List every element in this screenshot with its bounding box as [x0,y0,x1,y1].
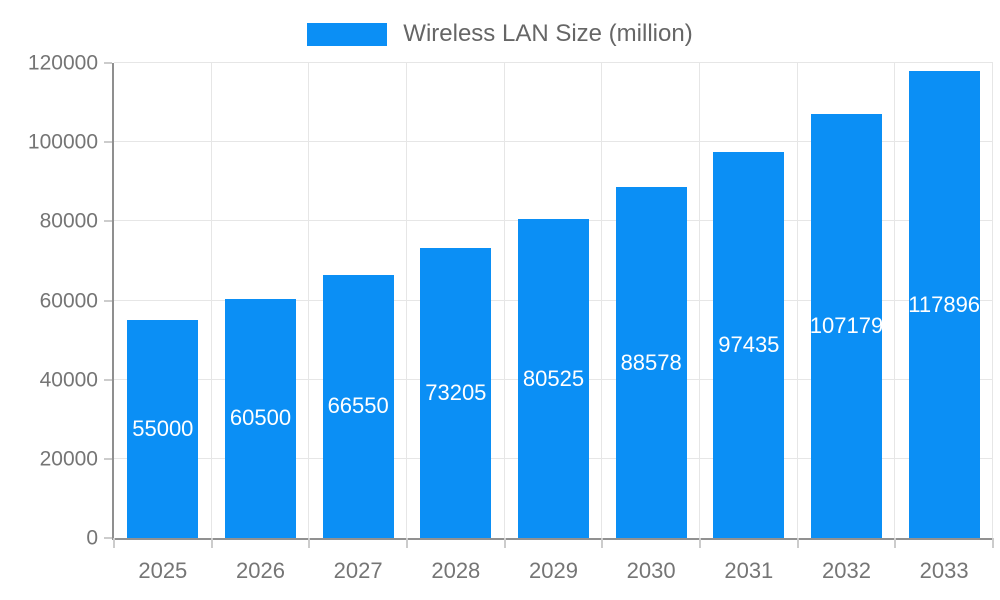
grid-line-vertical [992,63,993,538]
y-tick-label: 60000 [39,289,98,312]
bar [127,320,199,538]
legend-label: Wireless LAN Size (million) [403,20,693,47]
x-tick-label: 2032 [822,558,871,583]
bar [322,274,394,538]
grid-line-vertical [406,63,407,538]
grid-line-vertical [601,63,603,538]
bar [615,187,687,538]
y-tick-label: 120000 [27,51,98,75]
y-tick-label: 40000 [39,368,98,392]
bar [713,152,785,538]
grid-line-vertical [503,63,505,538]
x-axis-tick [601,538,604,548]
x-axis-tick [699,538,701,548]
x-axis-tick [210,538,213,548]
y-tick-label: 100000 [27,130,98,154]
bar [420,248,492,538]
y-axis-tick [104,537,112,539]
y-axis-tick [104,141,112,144]
x-axis-tick [992,538,994,548]
x-tick-label: 2029 [529,558,578,583]
bar-value-label: 66550 [327,393,389,419]
grid-line-vertical [308,63,310,538]
x-tick-label: 2026 [236,558,285,583]
y-axis-line [112,63,114,538]
x-axis-tick [113,538,115,548]
x-axis-tick [308,538,311,548]
grid-line-vertical [210,63,212,538]
bar-value-label: 107179 [809,312,884,338]
grid-line-horizontal [114,141,993,143]
legend-swatch [307,22,388,46]
y-axis-tick [104,220,112,223]
x-axis-tick [796,538,799,548]
legend[interactable]: Wireless LAN Size (million) [0,18,1000,50]
bar-value-label: 60500 [229,405,292,431]
x-tick-label: 2033 [919,558,969,583]
x-tick-label: 2031 [724,558,774,583]
bar-value-label: 97435 [718,332,780,358]
bar [225,298,296,538]
bar-value-label: 80525 [522,365,585,391]
grid-line-horizontal [114,62,993,63]
bar-value-label: 55000 [132,416,194,442]
x-axis-line [112,538,993,540]
x-axis-tick [894,538,897,548]
bar [811,113,882,538]
y-axis-tick [104,299,112,302]
x-tick-label: 2027 [333,558,383,583]
y-tick-label: 0 [86,526,98,550]
y-axis-tick [104,62,112,64]
bar-value-label: 73205 [425,380,487,406]
bar [908,71,980,538]
grid-line-vertical [796,63,798,538]
x-axis-tick [406,538,408,548]
bar-value-label: 117896 [908,291,981,317]
bar [518,219,589,538]
x-axis-tick [503,538,506,548]
x-tick-label: 2030 [626,558,676,583]
y-axis-tick [104,378,112,381]
x-tick-label: 2028 [431,558,481,583]
x-tick-label: 2025 [138,558,188,583]
grid-line-vertical [699,63,700,538]
bar-value-label: 88578 [620,349,682,375]
grid-line-vertical [894,63,896,538]
y-axis-tick [104,457,112,460]
y-tick-label: 80000 [39,209,98,233]
plot-area: 55000 60500 66550 73205 80525 88578 97435 10717… [112,62,993,540]
y-tick-label: 20000 [39,447,98,471]
